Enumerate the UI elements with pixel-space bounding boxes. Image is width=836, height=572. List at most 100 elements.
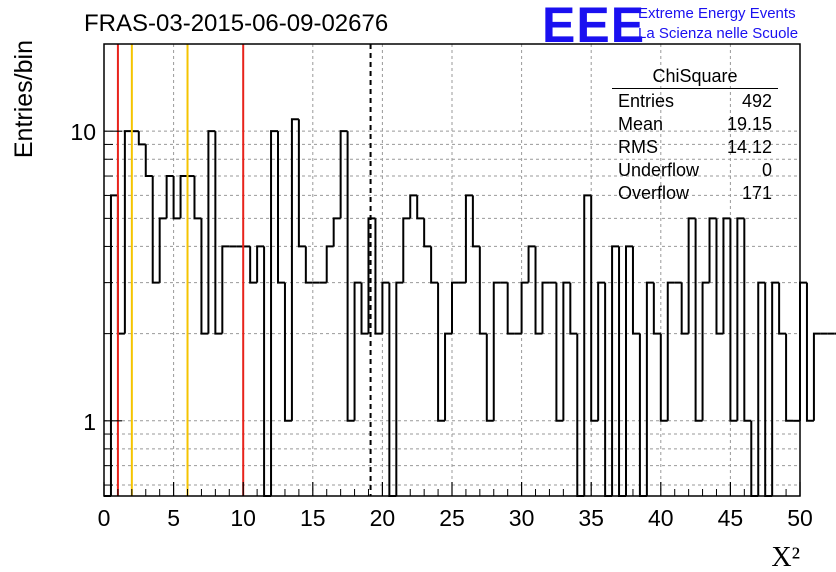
histogram-bin [416,195,425,220]
histogram-bin [597,281,606,421]
histogram-bin [116,195,125,335]
histogram-bin [249,246,258,284]
histogram-bin [151,176,160,284]
histogram-bin [687,217,696,334]
x-tick-label: 25 [439,505,465,531]
histogram-bin [478,246,487,335]
x-tick-label: 10 [230,505,256,531]
histogram-bin [590,195,599,422]
histogram-bin [402,217,411,283]
histogram-bin [715,218,724,335]
histogram-bin [304,246,313,284]
stats-label: Entries [618,91,675,111]
stats-row-mean: Mean 19.15 [612,113,778,136]
histogram-bin [346,131,355,422]
histogram-bin [534,246,543,335]
histogram-bin [569,282,578,335]
histogram-bin [492,281,501,421]
histogram-bin [437,282,446,422]
histogram-bin [277,131,285,284]
histogram-bin [137,131,146,146]
histogram-bin [409,194,418,219]
histogram-bin [485,333,494,422]
x-tick-label: 5 [167,505,180,531]
histogram-bin [395,281,404,496]
histogram-bin [430,246,439,284]
histogram-bin [172,176,181,220]
histogram-bin [270,130,278,496]
logo-line-2: La Scienza nelle Scuole [638,25,799,42]
histogram-bin [207,130,216,334]
histogram-bin [423,218,432,248]
histogram-bin [144,144,153,178]
histogram-bin [179,175,188,219]
histogram-bin [805,282,814,422]
histogram-bin [799,281,807,421]
histogram-bin [785,333,794,422]
histogram-bin [638,333,647,497]
histogram-bin [381,281,390,334]
y-tick-label: 10 [70,119,96,145]
stats-value: 492 [741,91,772,111]
chart-title: FRAS-03-2015-06-09-02676 [84,10,389,37]
histogram-bin [451,281,459,334]
stats-row-entries: Entries 492 [612,90,778,113]
logo-line-1: Extreme Energy Events [638,5,796,22]
histogram-bin [388,282,397,497]
histogram-bin [583,194,592,496]
histogram-bin [631,246,640,335]
stats-label: RMS [618,137,658,157]
histogram-bin [263,246,272,497]
histogram-bin [618,246,626,497]
histogram-bin [645,281,654,496]
histogram-bin [778,282,787,335]
stats-row-rms: RMS 14.12 [612,136,778,159]
histogram-bin [562,281,571,421]
histogram-bin [625,245,633,496]
histogram-bin [757,281,766,496]
histogram-bin [221,245,230,334]
histogram-bin [471,195,480,248]
histogram-bin [256,245,265,283]
x-tick-label: 35 [578,505,604,531]
histogram-bin [158,217,167,283]
histogram-bin [604,282,613,497]
x-tick-label: 50 [787,505,813,531]
stats-box: ChiSquare Entries 492 Mean 19.15 RMS 14.… [612,66,778,205]
histogram-bin [527,245,536,283]
histogram-bin [325,245,334,283]
histogram-bin [576,333,585,497]
x-tick-label: 30 [509,505,535,531]
histogram-bin [743,218,752,422]
histogram-bin [520,281,529,334]
histogram-bin [339,130,348,219]
y-axis-label: Entries/bin [10,40,38,158]
stats-label: Mean [618,114,664,134]
stats-value: 171 [741,183,772,203]
x-tick-label: 40 [648,505,674,531]
histogram-bin [694,218,703,422]
stats-value: 14.12 [726,137,772,157]
stats-value: 19.15 [726,114,772,134]
histogram-bin [506,282,515,335]
histogram-bin [332,217,341,247]
histogram-bin [701,281,710,421]
histogram-bin [659,333,668,422]
stats-row-underflow: Underflow 0 [612,159,778,182]
histogram-bin [123,130,132,334]
histogram-bin [666,281,675,421]
histogram-bin [708,217,717,283]
eee-logo: EEE [542,0,646,53]
histogram-bin [464,194,473,283]
histogram-bin [193,176,202,220]
histogram-bin [771,281,780,496]
histogram-bin [555,282,564,422]
histogram-bin [541,281,550,334]
stats-row-overflow: Overflow 171 [612,182,778,205]
stats-title: ChiSquare [612,66,778,89]
x-axis-label: X² [771,542,800,572]
histogram-bin [764,282,773,497]
x-tick-label: 45 [718,505,744,531]
histogram-bin [444,332,452,421]
histogram-bin [611,245,620,496]
